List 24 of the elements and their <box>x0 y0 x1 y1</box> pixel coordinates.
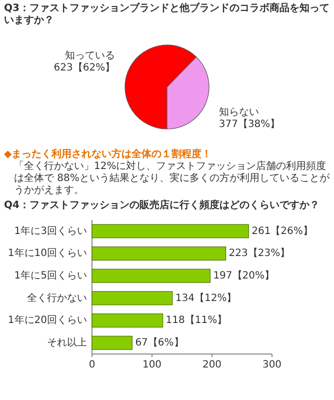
annotation: ◆まったく利用されない方は全体の１割程度！ <box>4 149 213 160</box>
tick-label: 0 <box>88 360 96 371</box>
value-label: 623【62%】 <box>54 62 116 74</box>
category-label: 1年に3回くらい <box>14 226 87 237</box>
value-label: 134【12%】 <box>175 292 237 304</box>
tick-label: 300 <box>262 360 282 371</box>
category-label: 全く行かない <box>27 292 87 304</box>
category-label: それ以上 <box>47 338 87 349</box>
annotation: 「全く行かない」12%に対し、ファストファッション店舗の利用頻度は全体で 88%という結果となり、実に多くの方が利用していることがうかがえます。 <box>14 161 330 197</box>
category-label: 1年に10回くらい <box>8 248 87 260</box>
value-label: 67【6%】 <box>135 338 184 349</box>
value-label: 197【20%】 <box>213 270 275 282</box>
value-label: 261【26%】 <box>252 226 313 237</box>
category-label: 1年に20回くらい <box>8 315 87 326</box>
category-label: 1年に5回くらい <box>14 270 87 282</box>
value-label: 118【11%】 <box>166 315 228 326</box>
slice-label: 知っている <box>65 50 116 62</box>
tick-label: 200 <box>202 360 222 371</box>
value-label: 223【23%】 <box>228 248 290 260</box>
slice-label: 知らない <box>218 106 259 118</box>
tick-label: 100 <box>142 360 162 371</box>
value-label: 377【38%】 <box>218 118 280 130</box>
title: Q3：ファストファッションブランドと他ブランドのコラボ商品を知っていますか？ <box>4 3 330 27</box>
title: Q4：ファストファッションの販売店に行く頻度はどのくらいですか？ <box>4 200 320 212</box>
